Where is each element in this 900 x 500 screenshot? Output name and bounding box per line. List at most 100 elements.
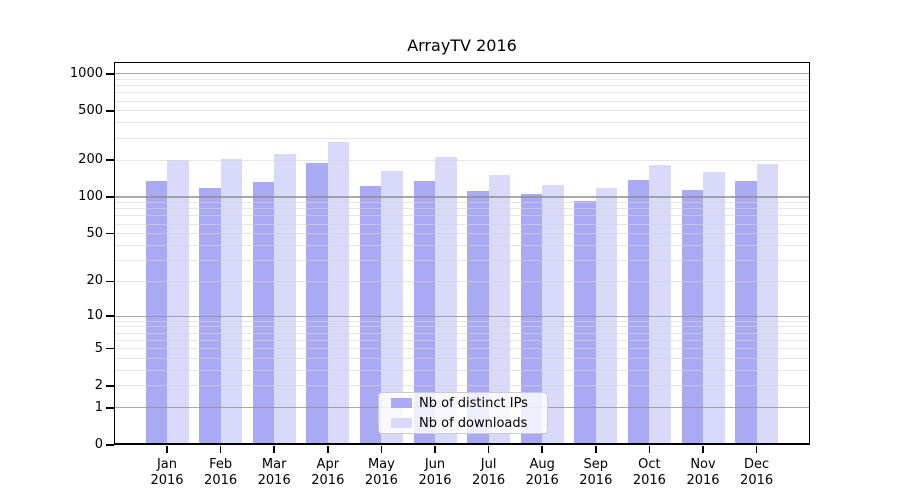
x-tick-label: Sep 2016 bbox=[579, 457, 613, 488]
gridline-minor bbox=[114, 137, 810, 139]
x-tick-label: Jul 2016 bbox=[472, 457, 506, 488]
gridline-minor bbox=[114, 332, 810, 334]
bar-nb-of-downloads-dec bbox=[756, 164, 779, 445]
gridline-minor bbox=[114, 348, 810, 350]
gridline-minor bbox=[114, 244, 810, 246]
gridline-minor bbox=[114, 92, 810, 94]
legend-swatch-downloads-icon bbox=[391, 418, 412, 428]
y-tick-label: 5 bbox=[94, 340, 103, 356]
gridline-minor bbox=[114, 202, 810, 204]
x-tick-label: May 2016 bbox=[364, 457, 398, 488]
y-tick-label: 1000 bbox=[69, 65, 103, 81]
x-tick-label: Mar 2016 bbox=[257, 457, 291, 488]
gridline-minor bbox=[114, 208, 810, 210]
legend-label-downloads: Nb of downloads bbox=[419, 415, 528, 431]
gridline-minor bbox=[114, 233, 810, 235]
y-tick bbox=[106, 280, 114, 283]
bar-nb-of-distinct-ips-nov bbox=[681, 190, 703, 445]
gridline-minor bbox=[114, 110, 810, 112]
x-tick bbox=[595, 446, 597, 453]
chart-title: ArrayTV 2016 bbox=[407, 36, 517, 55]
gridline-minor bbox=[114, 85, 810, 87]
y-tick bbox=[106, 385, 114, 387]
gridline-minor bbox=[114, 159, 810, 161]
x-tick bbox=[273, 446, 275, 453]
x-tick bbox=[755, 446, 758, 453]
x-tick bbox=[327, 446, 329, 453]
x-tick bbox=[380, 446, 383, 453]
y-tick-label: 2 bbox=[94, 377, 103, 393]
bar-nb-of-distinct-ips-jan bbox=[145, 181, 167, 445]
bar-nb-of-downloads-aug bbox=[542, 185, 564, 445]
gridline-minor bbox=[114, 100, 810, 102]
bar-nb-of-downloads-apr bbox=[327, 142, 350, 445]
grid-layer bbox=[114, 62, 810, 445]
gridline-minor bbox=[114, 358, 810, 360]
y-tick bbox=[106, 196, 114, 198]
x-tick bbox=[219, 446, 222, 453]
legend-swatch-distinct-ips-icon bbox=[391, 398, 412, 408]
gridline-minor bbox=[114, 223, 810, 225]
gridline-major bbox=[114, 196, 810, 198]
gridline-minor bbox=[114, 122, 810, 124]
y-tick-label: 10 bbox=[86, 308, 103, 324]
bar-nb-of-distinct-ips-apr bbox=[306, 162, 328, 445]
gridline-minor bbox=[114, 385, 810, 387]
y-tick-label: 50 bbox=[86, 225, 103, 241]
x-tick-label: Oct 2016 bbox=[632, 457, 666, 488]
x-tick-label: Feb 2016 bbox=[204, 457, 238, 488]
plot-area: 1000 500 200 100 50 20 10 5 2 1 0 Jan 2016 Feb 2016 Mar… bbox=[70, 62, 810, 488]
y-tick-label: 200 bbox=[78, 152, 103, 168]
bar-nb-of-distinct-ips-dec bbox=[735, 181, 757, 445]
x-tick bbox=[541, 446, 543, 453]
bar-nb-of-distinct-ips-jul bbox=[467, 191, 489, 445]
y-tick bbox=[106, 347, 114, 350]
x-tick-label: Aug 2016 bbox=[525, 457, 559, 488]
x-tick bbox=[434, 446, 436, 453]
y-tick bbox=[106, 232, 114, 235]
bar-nb-of-distinct-ips-may bbox=[359, 185, 382, 445]
legend-item-distinct-ips: Nb of distinct IPs bbox=[391, 393, 547, 413]
y-tick bbox=[106, 159, 114, 161]
gridline-major bbox=[114, 315, 810, 317]
x-tick-label: Apr 2016 bbox=[311, 457, 345, 488]
gridline-minor bbox=[114, 370, 810, 371]
y-tick-label: 500 bbox=[78, 102, 103, 118]
bar-nb-of-downloads-jun bbox=[435, 157, 457, 445]
x-tick-label: Jun 2016 bbox=[418, 457, 452, 488]
bar-nb-of-downloads-oct bbox=[649, 165, 671, 445]
legend-item-downloads: Nb of downloads bbox=[391, 413, 547, 433]
x-tick bbox=[648, 446, 651, 453]
bar-nb-of-downloads-mar bbox=[274, 153, 296, 445]
y-tick-label: 0 bbox=[94, 437, 103, 452]
x-tick bbox=[702, 446, 704, 453]
bars-layer bbox=[114, 62, 810, 445]
bar-nb-of-downloads-nov bbox=[703, 171, 725, 445]
bar-nb-of-distinct-ips-aug bbox=[520, 193, 543, 445]
gridline-minor bbox=[114, 280, 810, 282]
legend: Nb of distinct IPs Nb of downloads bbox=[378, 392, 548, 434]
bar-nb-of-distinct-ips-mar bbox=[252, 182, 275, 445]
y-tick-label: 20 bbox=[86, 273, 103, 289]
x-tick-label: Jan 2016 bbox=[150, 457, 184, 488]
gridline-major bbox=[114, 73, 810, 75]
gridline-minor bbox=[114, 215, 810, 217]
gridline-minor bbox=[114, 339, 810, 341]
legend-label-distinct-ips: Nb of distinct IPs bbox=[419, 395, 528, 411]
y-tick-label: 100 bbox=[78, 189, 103, 204]
x-tick bbox=[166, 446, 168, 453]
y-tick bbox=[106, 110, 114, 112]
gridline-minor bbox=[114, 78, 810, 80]
x-tick-label: Nov 2016 bbox=[686, 457, 720, 488]
bar-nb-of-distinct-ips-sep bbox=[574, 200, 596, 445]
gridline-minor bbox=[114, 320, 810, 322]
gridline-minor bbox=[114, 326, 810, 328]
y-tick bbox=[106, 407, 114, 409]
bar-nb-of-downloads-feb bbox=[220, 158, 243, 445]
bar-nb-of-downloads-jan bbox=[167, 160, 189, 445]
bar-nb-of-distinct-ips-jun bbox=[413, 181, 435, 445]
x-tick bbox=[487, 446, 490, 453]
bar-nb-of-downloads-may bbox=[381, 170, 403, 445]
bar-nb-of-downloads-jul bbox=[488, 174, 511, 445]
